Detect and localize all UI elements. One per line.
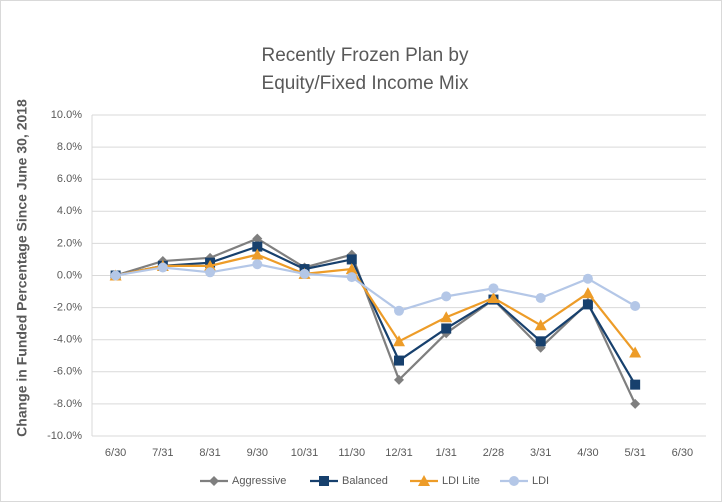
chart-title: Recently Frozen Plan by — [262, 45, 469, 66]
marker — [581, 287, 594, 299]
marker — [346, 254, 357, 265]
marker — [440, 311, 453, 323]
marker — [251, 248, 264, 260]
y-tick-label: 0.0% — [57, 269, 82, 281]
marker — [441, 323, 452, 334]
y-tick-label: 2.0% — [57, 237, 82, 249]
x-tick-label: 11/30 — [338, 447, 365, 459]
x-tick-label: 12/31 — [385, 447, 413, 459]
y-tick-label: -10.0% — [47, 430, 82, 442]
y-tick-label: 4.0% — [57, 205, 82, 217]
marker — [630, 379, 641, 390]
marker — [299, 268, 310, 279]
legend-marker — [319, 476, 329, 486]
marker — [629, 346, 642, 358]
legend-marker — [209, 476, 219, 486]
x-tick-label: 3/31 — [530, 447, 551, 459]
marker — [205, 267, 216, 278]
marker — [346, 272, 357, 283]
chart-title: Equity/Fixed Income Mix — [262, 73, 469, 94]
marker — [582, 299, 593, 310]
marker — [582, 273, 593, 284]
y-tick-label: 8.0% — [57, 141, 82, 153]
marker — [252, 259, 263, 270]
y-tick-label: -2.0% — [53, 302, 82, 314]
marker — [534, 319, 547, 331]
y-tick-label: 10.0% — [51, 109, 82, 121]
marker — [535, 336, 546, 347]
marker — [252, 241, 263, 252]
x-tick-label: 7/31 — [152, 447, 173, 459]
x-tick-label: 6/30 — [672, 447, 693, 459]
x-tick-label: 10/31 — [291, 447, 319, 459]
y-axis-label: Change in Funded Percentage Since June 3… — [14, 99, 30, 437]
series-line — [115, 237, 637, 405]
x-tick-label: 5/31 — [624, 447, 645, 459]
marker — [252, 233, 263, 244]
series-line — [115, 245, 637, 386]
legend-label: Balanced — [342, 475, 388, 487]
legend-label: Aggressive — [232, 475, 286, 487]
marker — [204, 259, 217, 271]
marker — [394, 305, 404, 316]
marker — [535, 292, 546, 303]
marker — [488, 283, 499, 294]
marker — [630, 300, 641, 311]
x-tick-label: 9/30 — [247, 447, 268, 459]
marker — [110, 270, 121, 281]
marker — [345, 263, 358, 275]
series-line — [115, 263, 636, 313]
y-tick-label: -4.0% — [53, 334, 82, 346]
legend-label: LDI — [532, 475, 549, 487]
marker — [441, 291, 452, 302]
x-tick-label: 8/31 — [199, 447, 220, 459]
y-tick-label: -8.0% — [53, 398, 82, 410]
marker — [157, 262, 168, 273]
y-tick-label: 6.0% — [57, 173, 82, 185]
marker — [394, 355, 404, 366]
x-tick-label: 4/30 — [577, 447, 598, 459]
series-line — [115, 253, 637, 354]
marker — [394, 374, 404, 385]
marker — [630, 398, 641, 409]
marker — [487, 291, 500, 303]
legend-marker — [509, 476, 519, 486]
x-tick-label: 2/28 — [483, 447, 504, 459]
y-tick-label: -6.0% — [53, 366, 82, 378]
marker — [393, 335, 405, 347]
x-tick-label: 6/30 — [105, 447, 126, 459]
legend-label: LDI Lite — [442, 475, 480, 487]
legend-marker — [418, 475, 430, 486]
x-tick-label: 1/31 — [436, 447, 457, 459]
